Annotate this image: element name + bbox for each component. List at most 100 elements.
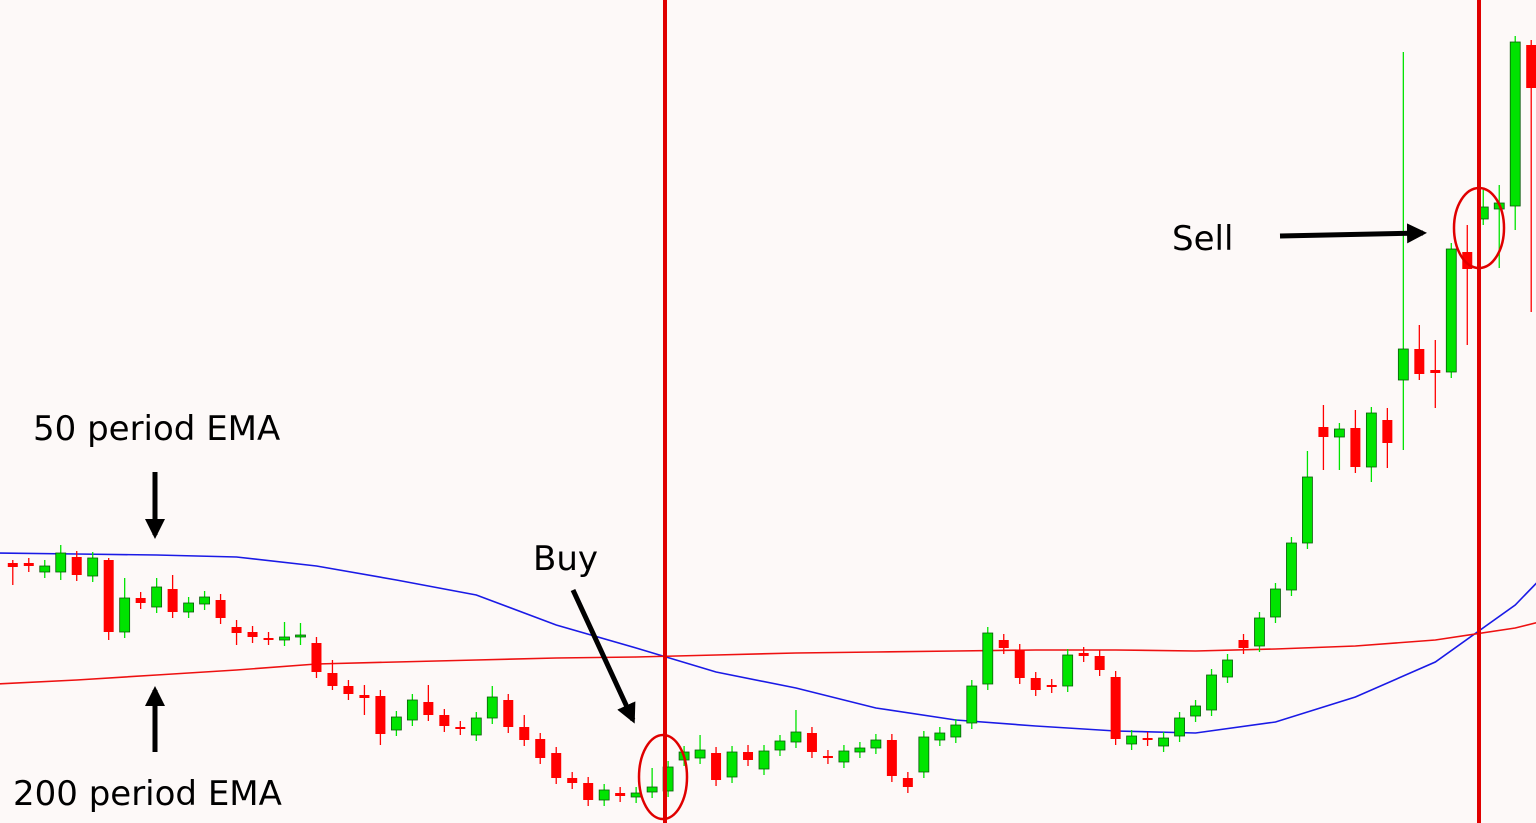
candle-body <box>1046 685 1057 687</box>
candle-body <box>1302 476 1313 544</box>
candle-body <box>567 778 578 783</box>
candle-body <box>311 643 322 672</box>
candle-body <box>1174 717 1185 737</box>
candle-body <box>263 638 274 640</box>
buy-circle <box>637 733 689 821</box>
candle-body <box>406 699 418 721</box>
annotation: Buy <box>533 539 598 579</box>
candle-body <box>1206 674 1217 711</box>
candle-body <box>1270 588 1281 618</box>
candle-body <box>583 783 594 800</box>
candle-body <box>23 563 34 566</box>
annotation: 50 period EMA <box>33 409 280 449</box>
candle-body <box>247 632 258 637</box>
candle-body <box>838 750 850 763</box>
candle-body <box>854 747 866 753</box>
candle-body <box>758 750 770 770</box>
candle-body <box>503 700 514 727</box>
candle-body <box>822 756 833 758</box>
candle-body <box>1526 45 1536 88</box>
candle-body <box>1110 677 1121 739</box>
candle-body <box>439 715 450 726</box>
candle-body <box>470 717 482 736</box>
candle-body <box>774 740 786 751</box>
candle-body <box>934 732 946 741</box>
candle-body <box>215 600 226 618</box>
candle-body <box>423 702 434 715</box>
candle-body <box>1078 653 1089 656</box>
candle-body <box>1509 41 1521 207</box>
candle-body <box>998 640 1009 648</box>
plot-area <box>0 36 1536 806</box>
candle-body <box>1254 617 1265 647</box>
candle-body <box>1094 656 1105 670</box>
candle-body <box>295 634 306 638</box>
candle-body <box>966 685 978 724</box>
candle-body <box>1365 412 1377 468</box>
candle-body <box>918 736 930 773</box>
candle-body <box>1397 348 1409 381</box>
sell-circle <box>1452 186 1506 270</box>
candle-body <box>327 673 338 686</box>
candle-body <box>390 716 402 731</box>
candle-body <box>1445 248 1457 373</box>
candle-body <box>135 598 146 603</box>
candle-body <box>711 753 722 780</box>
candle-body <box>1350 428 1361 467</box>
candle-body <box>375 696 386 734</box>
candle-body <box>615 793 626 796</box>
candle-body <box>870 739 882 749</box>
candle-body <box>87 557 99 577</box>
candle-body <box>1334 428 1345 438</box>
candle-body <box>1190 705 1201 717</box>
candle-body <box>1318 427 1329 437</box>
candle-body <box>199 596 210 605</box>
candle-body <box>1238 640 1249 648</box>
candle-body <box>55 552 67 573</box>
candle-body <box>886 740 897 776</box>
ema-line <box>0 621 1536 685</box>
candle-body <box>535 739 546 758</box>
candle-body <box>1158 737 1169 747</box>
candle-body <box>519 727 530 740</box>
candle-body <box>806 733 817 752</box>
candle-body <box>646 786 658 793</box>
candle-body <box>1126 735 1138 745</box>
candle-body <box>1382 420 1393 443</box>
arrow <box>1279 223 1427 244</box>
candle-body <box>71 557 82 575</box>
candle-body <box>1142 738 1153 740</box>
candle-body <box>551 753 562 778</box>
candle-body <box>486 696 498 719</box>
candle-body <box>359 695 370 698</box>
candle-body <box>231 627 242 633</box>
candle-body <box>1222 659 1233 678</box>
candle-body <box>279 636 290 641</box>
candle-body <box>694 749 706 759</box>
candle-body <box>902 778 913 787</box>
candle-body <box>455 727 466 729</box>
ema-line <box>0 552 1536 734</box>
candle-body <box>151 586 163 608</box>
candle-body <box>743 752 754 760</box>
candle-body <box>1414 349 1425 374</box>
candle-body <box>1286 542 1297 591</box>
candle-body <box>103 560 114 632</box>
annotation: Sell <box>1172 219 1233 259</box>
candle-body <box>183 602 195 613</box>
candle-body <box>1062 654 1074 687</box>
candle-body <box>790 731 802 743</box>
candle-body <box>167 589 178 612</box>
candle-body <box>950 724 962 738</box>
candle-body <box>982 632 994 685</box>
candle-body <box>1430 370 1441 373</box>
candle-body <box>726 751 738 778</box>
candle-body <box>39 565 51 573</box>
candle-body <box>119 597 131 633</box>
candle-body <box>1462 252 1473 269</box>
arrow <box>570 588 636 724</box>
annotation: 200 period EMA <box>13 774 282 814</box>
candle-body <box>598 789 610 801</box>
